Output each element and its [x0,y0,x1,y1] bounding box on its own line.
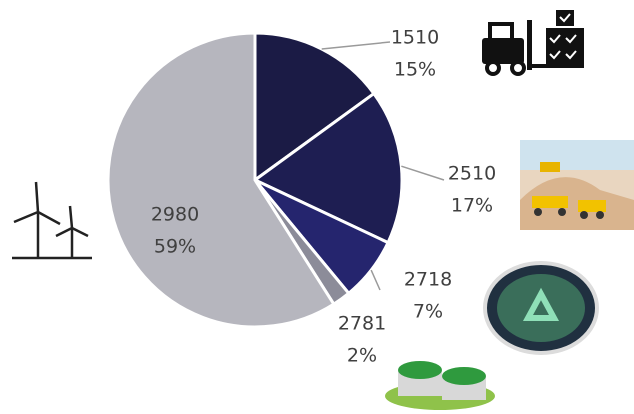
leader-line [370,269,381,291]
data-label-value: 15% [394,59,436,81]
mining-image [520,140,634,230]
biogas-icon [385,361,495,410]
data-label-name: 2980 [151,204,199,226]
data-label-value: 2% [347,345,377,367]
data-label-value: 17% [451,195,493,217]
wind-turbine-icon [12,181,92,260]
data-label-name: 1510 [391,27,439,49]
data-label-name: 2781 [338,313,386,335]
data-label-name: 2718 [404,269,452,291]
data-label-name: 2510 [448,163,496,185]
leader-line [321,41,391,50]
forklift-icon [482,10,584,76]
data-label-value: 59% [154,236,196,258]
leader-line [401,165,445,181]
pie-slice [106,31,336,329]
data-label-value: 7% [413,301,443,323]
recycling-icon [483,261,599,355]
